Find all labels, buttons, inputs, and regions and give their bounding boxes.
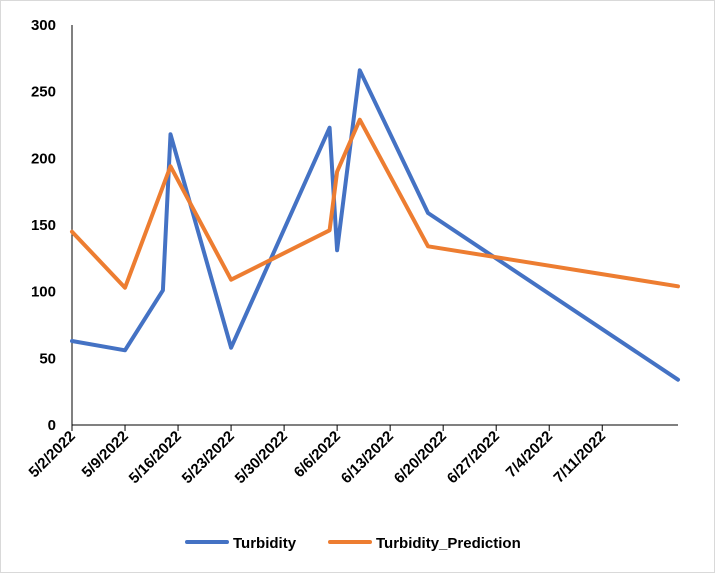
y-tick-label: 0 — [48, 417, 56, 434]
y-tick-label: 200 — [31, 150, 56, 167]
x-tick-label: 6/6/2022 — [291, 428, 344, 481]
legend: Turbidity Turbidity_Prediction — [185, 535, 521, 552]
legend-label: Turbidity — [233, 535, 297, 552]
x-tick-label: 6/13/2022 — [338, 428, 397, 487]
y-tick-label: 300 — [31, 17, 56, 34]
series-line-turbidity-prediction — [70, 117, 680, 290]
series-lines — [70, 68, 680, 382]
x-tick-label: 5/30/2022 — [232, 428, 291, 487]
x-tick-label: 5/2/2022 — [26, 428, 79, 481]
x-tick-label: 5/16/2022 — [126, 428, 185, 487]
x-tick-label: 7/11/2022 — [550, 428, 609, 487]
x-tick-label: 5/23/2022 — [179, 428, 238, 487]
y-axis-tick-labels: 0 50 100 150 200 250 300 — [31, 17, 56, 434]
x-tick-label: 6/20/2022 — [391, 428, 450, 487]
y-tick-label: 100 — [31, 284, 56, 301]
y-tick-label: 150 — [31, 217, 56, 234]
x-tick-label: 5/9/2022 — [79, 428, 132, 481]
x-tick-label: 7/4/2022 — [503, 428, 556, 481]
y-tick-label: 250 — [31, 84, 56, 101]
legend-label: Turbidity_Prediction — [376, 535, 521, 552]
series-line-turbidity — [70, 68, 680, 382]
x-tick-label: 6/27/2022 — [444, 428, 503, 487]
y-tick-label: 50 — [39, 350, 56, 367]
x-axis-tick-labels: 5/2/2022 5/9/20225/16/20225/23/20225/30/2… — [26, 425, 609, 487]
